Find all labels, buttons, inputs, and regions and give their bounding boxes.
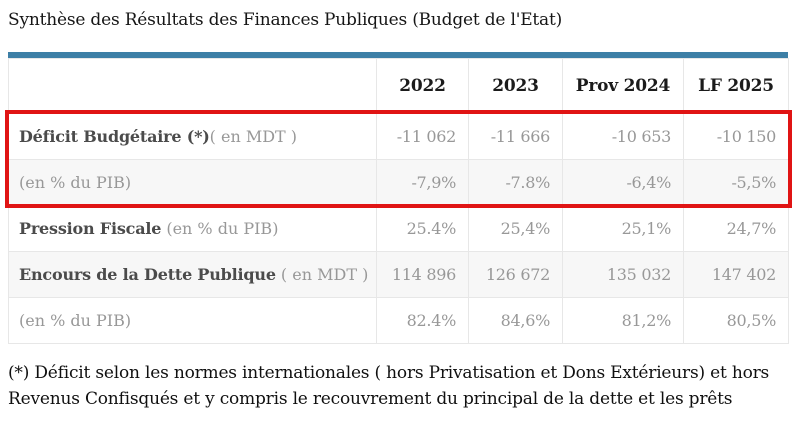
row-label: (en % du PIB) <box>8 297 377 344</box>
finance-table-container: 2022 2023 Prov 2024 LF 2025 Déficit Budg… <box>8 52 789 344</box>
row-label-unit: (en % du PIB) <box>161 219 279 238</box>
cell-value: -10 653 <box>562 113 684 160</box>
table-row-dette-pct-pib: (en % du PIB) 82.4% 84,6% 81,2% 80,5% <box>8 297 789 344</box>
table-row-deficit-pct-pib: (en % du PIB) -7,9% -7.8% -6,4% -5,5% <box>8 159 789 206</box>
cell-value: -11 062 <box>376 113 469 160</box>
cell-value: 25,1% <box>562 205 684 252</box>
cell-value: -7.8% <box>468 159 563 206</box>
row-label-bold: Encours de la Dette Publique <box>19 265 276 284</box>
row-label-bold: Déficit Budgétaire (*) <box>19 127 210 146</box>
cell-value: -7,9% <box>376 159 469 206</box>
column-header-2022: 2022 <box>376 58 469 114</box>
row-label-unit: ( en MDT ) <box>209 127 298 146</box>
table-top-accent-bar <box>8 52 788 58</box>
row-label-unit: ( en MDT ) <box>275 265 369 284</box>
cell-value: 114 896 <box>376 251 469 298</box>
column-header-empty <box>8 58 377 114</box>
cell-value: 24,7% <box>683 205 789 252</box>
row-label: Encours de la Dette Publique ( en MDT ) <box>8 251 377 298</box>
cell-value: 80,5% <box>683 297 789 344</box>
cell-value: 126 672 <box>468 251 563 298</box>
row-label-bold: Pression Fiscale <box>19 219 162 238</box>
row-label: (en % du PIB) <box>8 159 377 206</box>
column-header-2023: 2023 <box>468 58 563 114</box>
cell-value: 84,6% <box>468 297 563 344</box>
cell-value: 81,2% <box>562 297 684 344</box>
row-label-unit: (en % du PIB) <box>19 311 132 330</box>
row-label: Pression Fiscale (en % du PIB) <box>8 205 377 252</box>
cell-value: 82.4% <box>376 297 469 344</box>
table-row-encours-dette: Encours de la Dette Publique ( en MDT ) … <box>8 251 789 298</box>
footnote-text: (*) Déficit selon les normes internation… <box>8 363 770 410</box>
cell-value: 25,4% <box>468 205 563 252</box>
cell-value: 25.4% <box>376 205 469 252</box>
cell-value: -6,4% <box>562 159 684 206</box>
column-header-lf-2025: LF 2025 <box>683 58 789 114</box>
table-row-pression-fiscale: Pression Fiscale (en % du PIB) 25.4% 25,… <box>8 205 789 252</box>
row-label-unit: (en % du PIB) <box>19 173 132 192</box>
cell-value: -11 666 <box>468 113 563 160</box>
table-row-deficit-budgetaire: Déficit Budgétaire (*)( en MDT ) -11 062… <box>8 113 789 160</box>
cell-value: -5,5% <box>683 159 789 206</box>
column-header-prov-2024: Prov 2024 <box>562 58 684 114</box>
cell-value: 147 402 <box>683 251 789 298</box>
finance-results-table: 2022 2023 Prov 2024 LF 2025 Déficit Budg… <box>8 58 789 344</box>
cell-value: -10 150 <box>683 113 789 160</box>
page-title: Synthèse des Résultats des Finances Publ… <box>8 10 563 30</box>
table-header-row: 2022 2023 Prov 2024 LF 2025 <box>8 58 789 114</box>
cell-value: 135 032 <box>562 251 684 298</box>
row-label: Déficit Budgétaire (*)( en MDT ) <box>8 113 377 160</box>
